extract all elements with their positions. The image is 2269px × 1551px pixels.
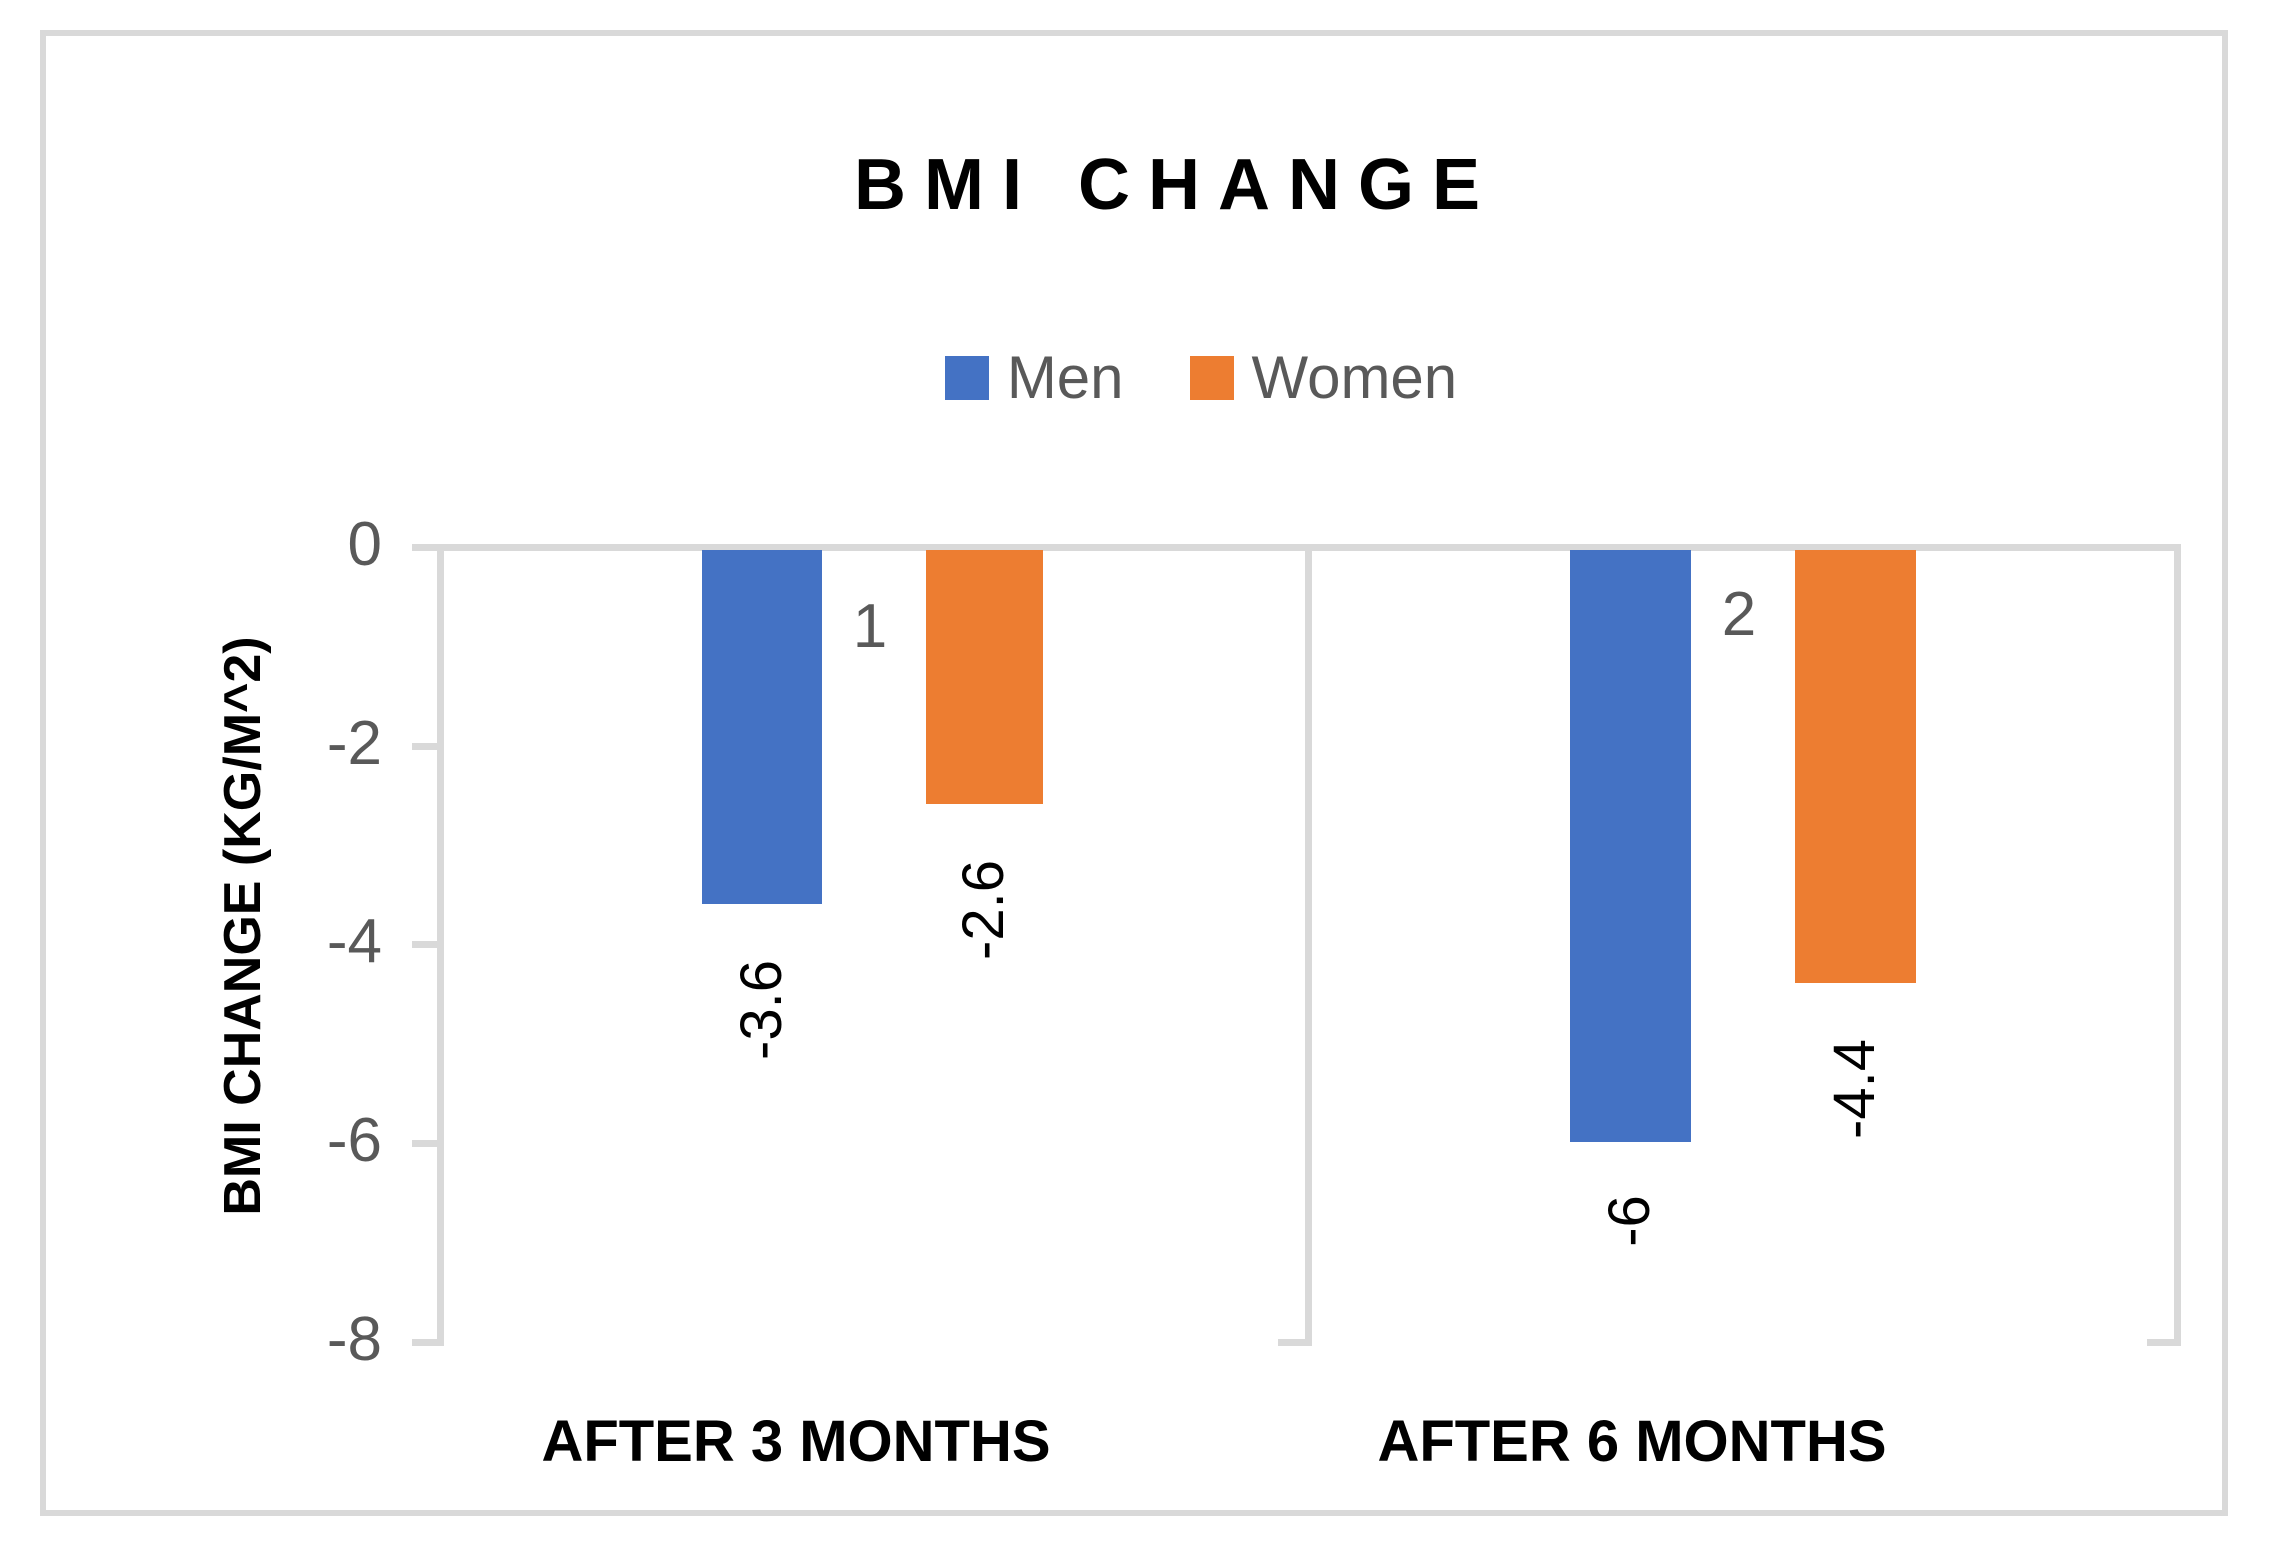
category-axis-tick-right xyxy=(2147,1339,2181,1346)
y-axis-tick--4 xyxy=(412,941,444,948)
legend-item-women: Women xyxy=(1189,344,1458,411)
data-label-women-after-6-months: -4.4 xyxy=(1822,1039,1887,1139)
legend-item-men: Men xyxy=(944,344,1124,411)
y-axis-tick--8 xyxy=(412,1339,444,1346)
y-axis-tick--2 xyxy=(412,743,444,750)
legend: Men Women xyxy=(201,348,2201,408)
bar-men-after-6-months xyxy=(1570,550,1691,1142)
zero-baseline xyxy=(412,544,2181,551)
category-axis-tick-mid xyxy=(1278,1339,1312,1346)
y-tick-label--8: -8 xyxy=(326,1305,382,1374)
bar-men-after-3-months xyxy=(702,550,822,904)
category-label-after-6-months: AFTER 6 MONTHS xyxy=(1377,1409,1887,1474)
category-divider-line xyxy=(1305,544,1312,1346)
y-tick-label--6: -6 xyxy=(326,1106,382,1175)
legend-label-men: Men xyxy=(1006,344,1124,411)
category-label-after-3-months: AFTER 3 MONTHS xyxy=(541,1409,1051,1474)
data-label-men-after-3-months: -3.6 xyxy=(729,960,794,1060)
women-series-swatch-icon xyxy=(1189,356,1234,400)
chart-frame: BMI CHANGE Men Women BMI CHANGE (KG/M^2)… xyxy=(40,30,2228,1516)
y-axis-tick--6 xyxy=(412,1140,444,1147)
bar-women-after-6-months xyxy=(1795,550,1916,983)
group-annotation-1: 1 xyxy=(852,592,888,661)
y-tick-label-0: 0 xyxy=(347,510,382,579)
y-tick-label--4: -4 xyxy=(326,907,382,976)
men-series-swatch-icon xyxy=(944,356,989,400)
bar-women-after-3-months xyxy=(926,550,1043,804)
data-label-men-after-6-months: -6 xyxy=(1597,1195,1662,1247)
chart-title: BMI CHANGE xyxy=(854,145,1498,225)
y-tick-label--2: -2 xyxy=(326,709,382,778)
plot-right-border-line xyxy=(2174,544,2181,1346)
legend-label-women: Women xyxy=(1251,344,1458,411)
data-label-women-after-3-months: -2.6 xyxy=(951,860,1016,960)
group-annotation-2: 2 xyxy=(1721,580,1757,649)
